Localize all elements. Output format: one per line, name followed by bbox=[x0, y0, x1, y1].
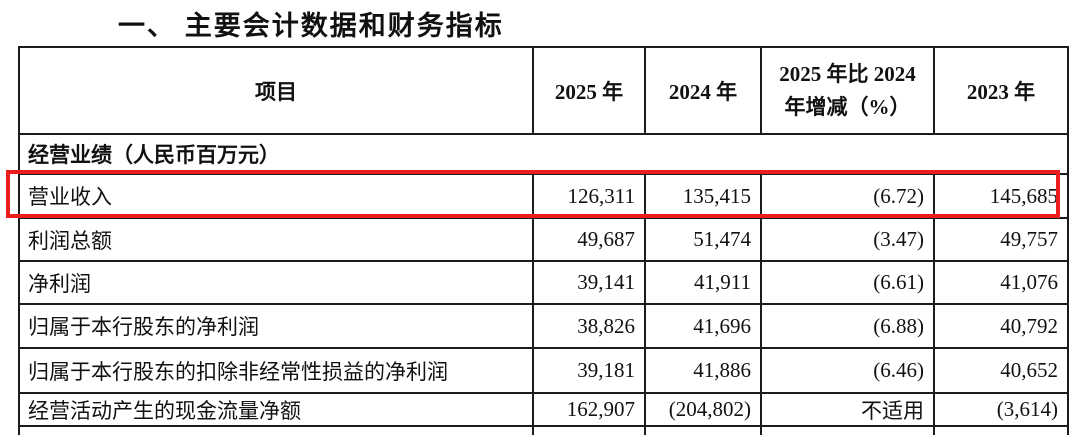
table-header-row: 项目 2025 年 2024 年 2025 年比 2024 年增减（%） 202… bbox=[18, 46, 1069, 135]
table-row-total-profit: 利润总额 49,687 51,474 (3.47) 49,757 bbox=[18, 217, 1069, 262]
financial-indicators-table: 项目 2025 年 2024 年 2025 年比 2024 年增减（%） 202… bbox=[18, 46, 1069, 435]
value-change: (3.47) bbox=[760, 217, 935, 262]
table-row-net-profit-excl-nonrecurring: 归属于本行股东的扣除非经常性损益的净利润 39,181 41,886 (6.46… bbox=[18, 347, 1069, 394]
value-2023: 145,685 bbox=[933, 173, 1069, 219]
header-2025: 2025 年 bbox=[532, 46, 646, 135]
section-header-cell: 经营业绩（人民币百万元） bbox=[18, 133, 1069, 175]
value-2025: 126,311 bbox=[532, 173, 646, 219]
value-2023: 40,652 bbox=[933, 347, 1069, 394]
value-change: (6.46) bbox=[760, 347, 935, 394]
value-2023: 49,757 bbox=[933, 217, 1069, 262]
header-item: 项目 bbox=[18, 46, 534, 135]
value-2023: (3,614) bbox=[933, 392, 1069, 427]
table-row-operating-cash-flow: 经营活动产生的现金流量净额 162,907 (204,802) 不适用 (3,6… bbox=[18, 392, 1069, 427]
value-2025: 38,826 bbox=[532, 303, 646, 349]
row-label: 净利润 bbox=[18, 260, 534, 305]
row-label: 归属于本行股东的扣除非经常性损益的净利润 bbox=[18, 347, 534, 394]
value-2024: 41,911 bbox=[644, 260, 762, 305]
value-2024: 41,696 bbox=[644, 303, 762, 349]
section-row-operating-results: 经营业绩（人民币百万元） bbox=[18, 133, 1069, 175]
table-row-net-profit-attributable: 归属于本行股东的净利润 38,826 41,696 (6.88) 40,792 bbox=[18, 303, 1069, 349]
row-label: 利润总额 bbox=[18, 217, 534, 262]
header-change-percent: 2025 年比 2024 年增减（%） bbox=[760, 46, 935, 135]
value-2024: 51,474 bbox=[644, 217, 762, 262]
partial-next-row bbox=[18, 425, 1069, 435]
row-label: 营业收入 bbox=[18, 173, 534, 219]
row-label: 归属于本行股东的净利润 bbox=[18, 303, 534, 349]
value-change: (6.61) bbox=[760, 260, 935, 305]
value-change: (6.72) bbox=[760, 173, 935, 219]
header-2024: 2024 年 bbox=[644, 46, 762, 135]
row-label: 经营活动产生的现金流量净额 bbox=[18, 392, 534, 427]
value-2023: 40,792 bbox=[933, 303, 1069, 349]
table-row-net-profit: 净利润 39,141 41,911 (6.61) 41,076 bbox=[18, 260, 1069, 305]
value-change: 不适用 bbox=[760, 392, 935, 427]
value-2024: (204,802) bbox=[644, 392, 762, 427]
table-row-operating-income: 营业收入 126,311 135,415 (6.72) 145,685 bbox=[18, 173, 1069, 219]
value-2024: 41,886 bbox=[644, 347, 762, 394]
value-2025: 39,181 bbox=[532, 347, 646, 394]
value-2025: 39,141 bbox=[532, 260, 646, 305]
value-2024: 135,415 bbox=[644, 173, 762, 219]
value-change: (6.88) bbox=[760, 303, 935, 349]
value-2023: 41,076 bbox=[933, 260, 1069, 305]
value-2025: 162,907 bbox=[532, 392, 646, 427]
page-title: 一、 主要会计数据和财务指标 bbox=[118, 11, 504, 41]
header-2023: 2023 年 bbox=[933, 46, 1069, 135]
value-2025: 49,687 bbox=[532, 217, 646, 262]
